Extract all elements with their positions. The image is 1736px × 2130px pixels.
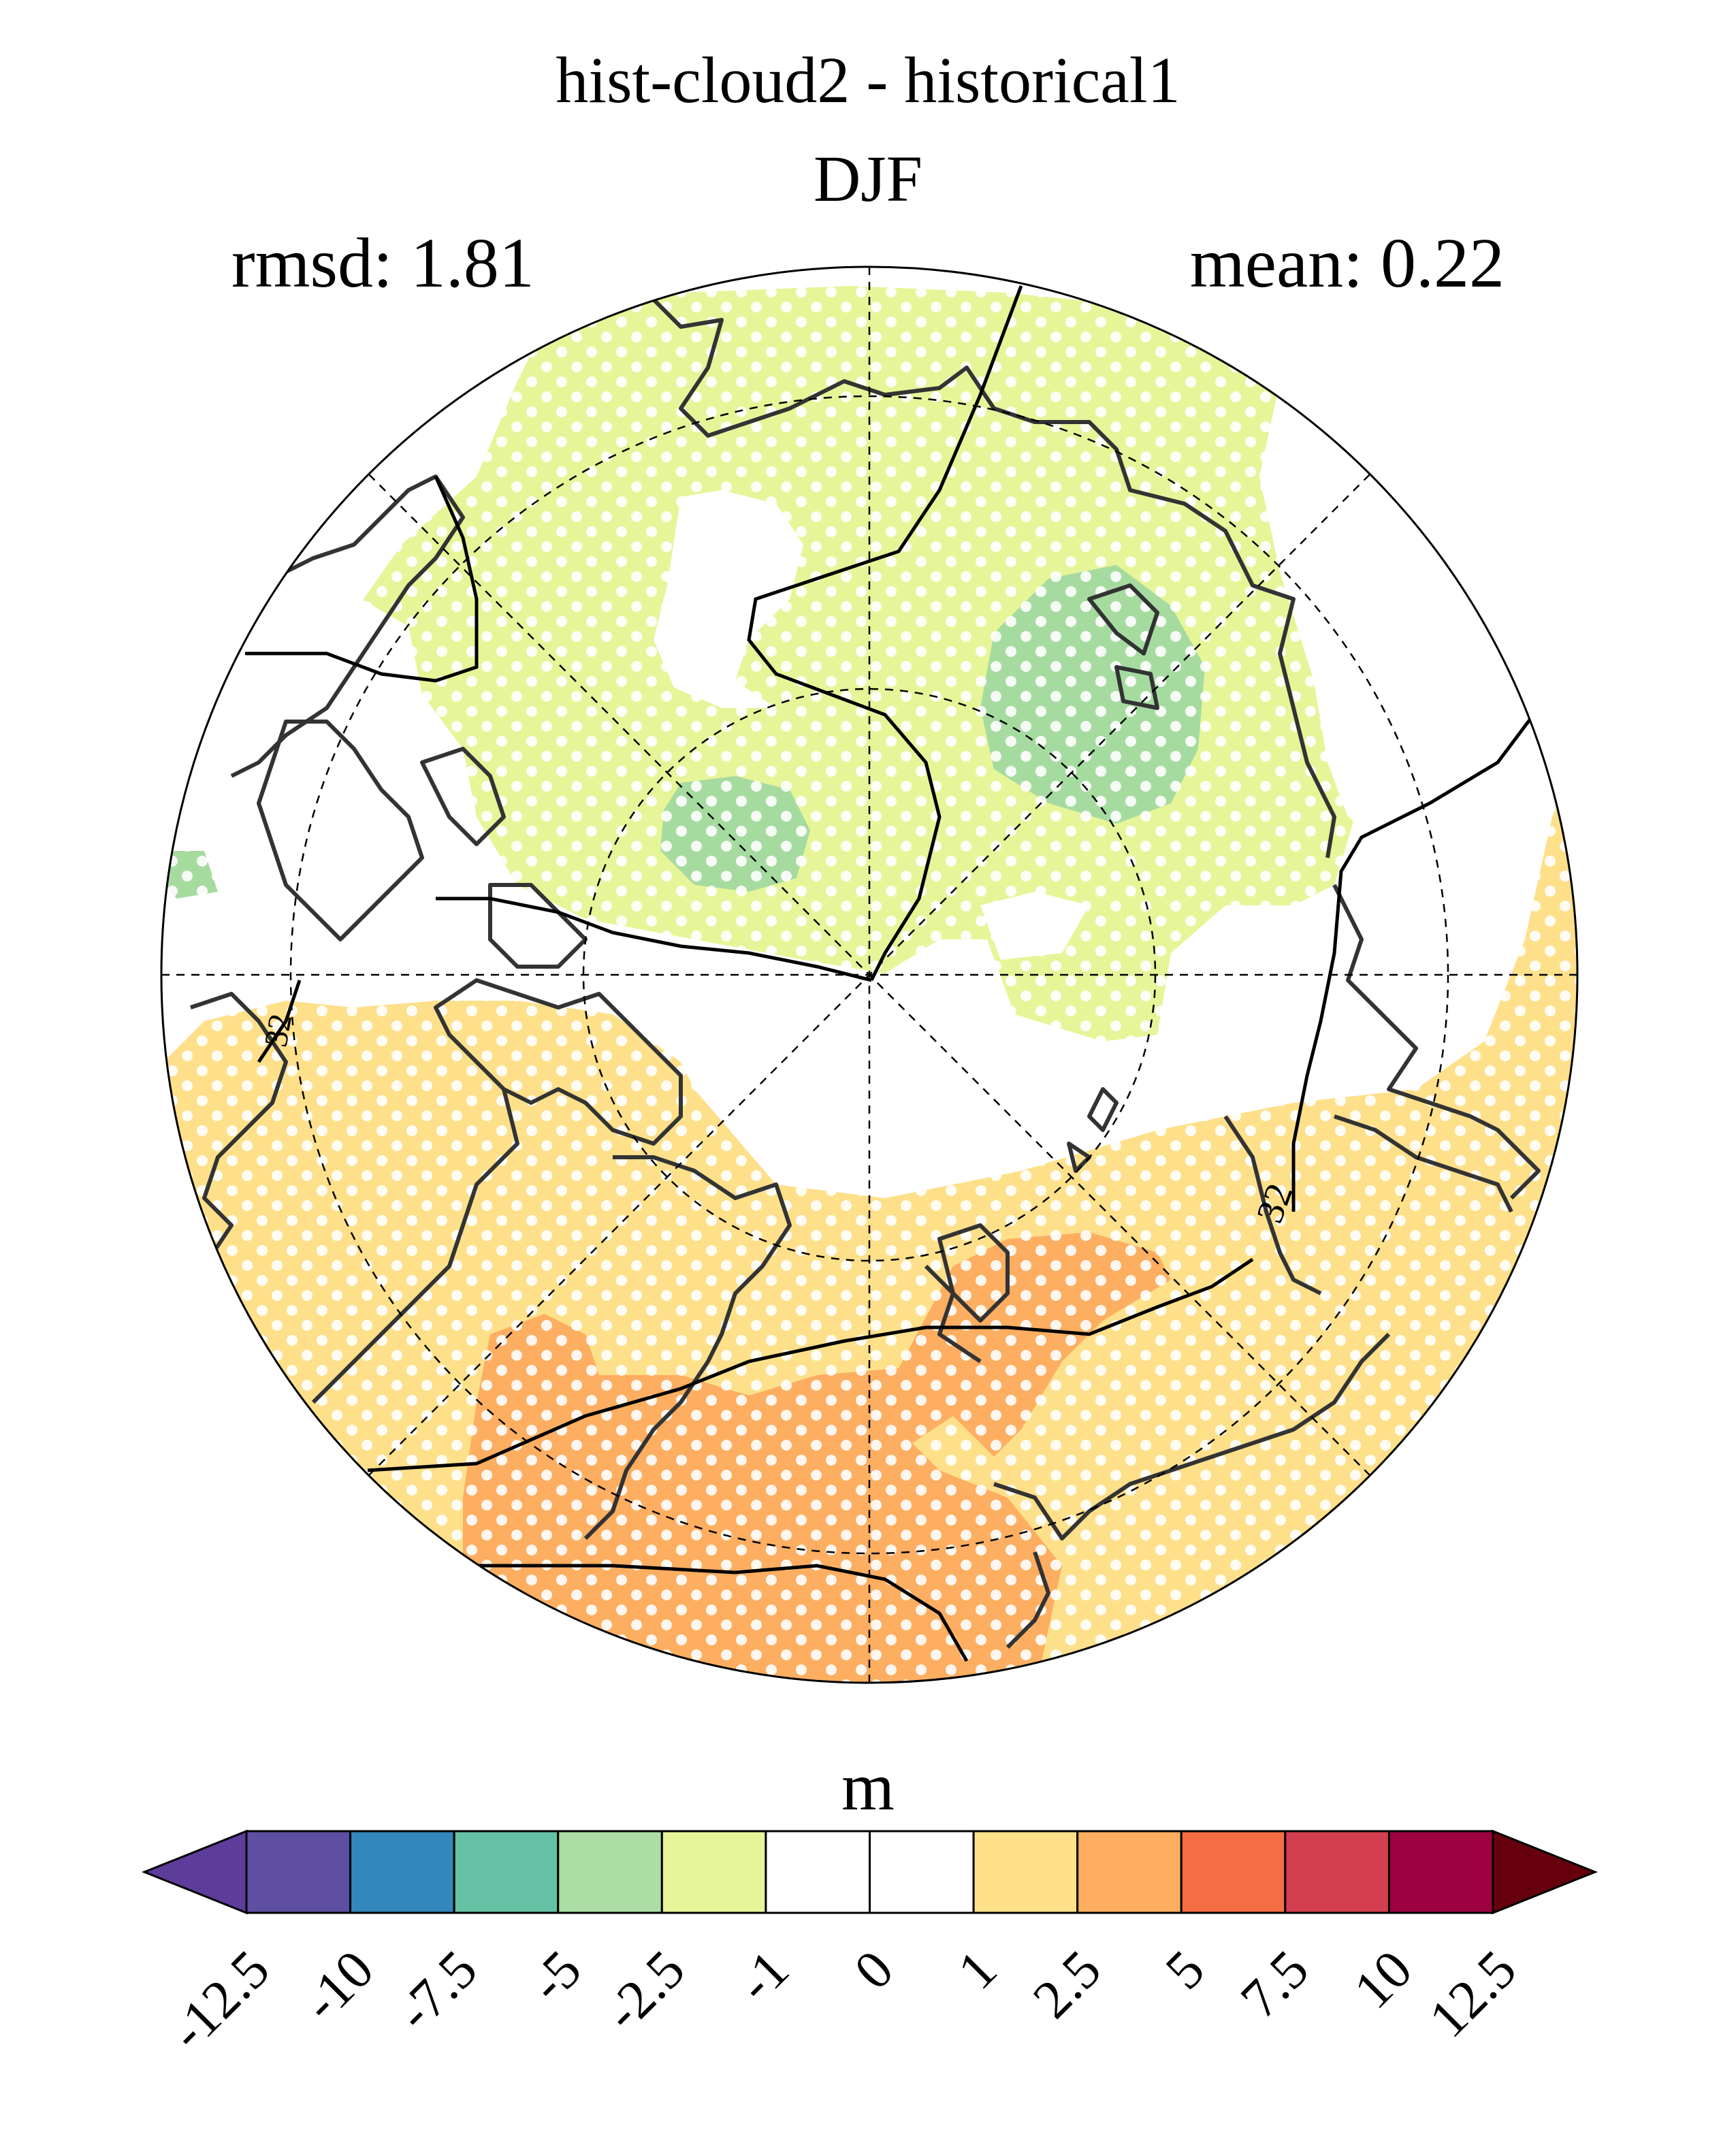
- colorbar-tick-label: 10: [1343, 1939, 1424, 2020]
- colorbar-swatch: [349, 1830, 455, 1914]
- map-boundary: [160, 265, 1579, 1684]
- colorbar-tick-label: 7.5: [1229, 1939, 1320, 2030]
- polar-map: 32 32: [160, 265, 1579, 1684]
- map-fields: [161, 272, 1577, 1683]
- colorbar-tick-label: -5: [518, 1939, 593, 2014]
- colorbar-swatch: [557, 1830, 663, 1914]
- colorbar: [141, 1829, 1598, 1915]
- colorbar-tick-label: 5: [1154, 1939, 1217, 2001]
- colorbar-tick-label: 12.5: [1417, 1939, 1528, 2050]
- colorbar-tick-label: 2.5: [1021, 1939, 1112, 2030]
- colorbar-swatch: [660, 1830, 767, 1914]
- colorbar-swatch: [1076, 1830, 1183, 1914]
- colorbar-swatch: [453, 1830, 560, 1914]
- colorbar-unit: m: [841, 1749, 895, 1824]
- colorbar-swatch: [972, 1830, 1079, 1914]
- colorbar-extension-low: [141, 1829, 248, 1915]
- colorbar-swatch: [245, 1830, 352, 1914]
- colorbar-tick-label: -1: [726, 1939, 801, 2014]
- mean-stat: mean: 0.22: [1189, 224, 1505, 302]
- colorbar-tick-label: -7.5: [385, 1939, 489, 2043]
- map-title: hist-cloud2 - historical1: [556, 44, 1180, 116]
- colorbar-swatch: [1180, 1830, 1287, 1914]
- colorbar-swatch: [869, 1830, 975, 1914]
- colorbar-swatch: [765, 1830, 871, 1914]
- colorbar-tick-label: 0: [843, 1939, 905, 2001]
- colorbar-extension-high: [1492, 1829, 1598, 1915]
- colorbar-swatch: [1387, 1830, 1494, 1914]
- contour-lines: [245, 285, 1540, 1662]
- colorbar-swatch: [1284, 1830, 1390, 1914]
- colorbar-tick-label: -2.5: [593, 1939, 697, 2043]
- graticule: [161, 267, 1577, 1683]
- rmsd-stat: rmsd: 1.81: [231, 224, 534, 302]
- season-label: DJF: [813, 142, 923, 215]
- colorbar-tick-label: 1: [946, 1939, 1009, 2001]
- colorbar-tick-label: -12.5: [158, 1939, 281, 2062]
- colorbar-tick-label: -10: [291, 1939, 385, 2033]
